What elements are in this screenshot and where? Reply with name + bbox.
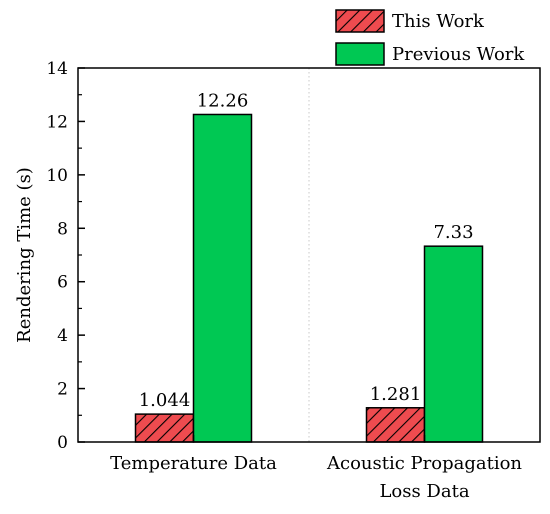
y-tick-label-2: 2 — [57, 380, 68, 400]
y-tick-label-14: 14 — [46, 59, 68, 79]
category-label-2-line-2: Loss Data — [379, 481, 469, 502]
bar-previous-work-1 — [192, 113, 253, 443]
y-axis-title: Rendering Time (s) — [14, 167, 35, 343]
y-tick-label-6: 6 — [57, 273, 68, 293]
y-tick-label-10: 10 — [46, 166, 68, 186]
legend-swatch-this-work — [335, 9, 385, 33]
category-label-1: Temperature Data — [110, 453, 277, 474]
y-tick-label-0: 0 — [57, 433, 68, 453]
legend-swatch-previous-work — [335, 42, 385, 66]
value-label-previous-work-2: 7.33 — [433, 222, 473, 243]
category-label-2-line-1: Acoustic Propagation — [326, 453, 522, 474]
legend-label-previous-work: Previous Work — [392, 44, 525, 65]
legend: This Work Previous Work — [335, 9, 525, 66]
value-label-this-work-1: 1.044 — [139, 390, 191, 411]
bar-this-work-1 — [134, 413, 195, 443]
bar-previous-work-2 — [423, 245, 484, 443]
y-tick-label-4: 4 — [57, 326, 68, 346]
y-tick-label-12: 12 — [46, 112, 68, 132]
plot-area: 1.044 12.26 Temperature Data 1.281 7.33 Acous… — [14, 59, 541, 502]
legend-label-this-work: This Work — [392, 11, 485, 32]
bar-this-work-2 — [365, 407, 426, 443]
value-label-previous-work-1: 12.26 — [197, 90, 249, 111]
y-tick-label-8: 8 — [57, 219, 68, 239]
value-label-this-work-2: 1.281 — [370, 384, 422, 405]
